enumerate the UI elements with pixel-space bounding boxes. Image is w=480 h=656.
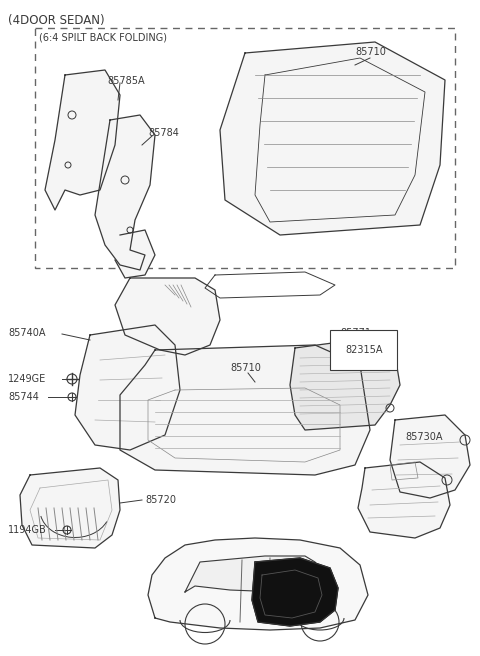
Polygon shape xyxy=(390,415,470,498)
Text: 85740A: 85740A xyxy=(8,328,46,338)
Text: 1194GB: 1194GB xyxy=(8,525,47,535)
Polygon shape xyxy=(185,556,330,592)
Polygon shape xyxy=(220,42,445,235)
Text: 1249GE: 1249GE xyxy=(8,374,46,384)
Text: 85771: 85771 xyxy=(340,328,371,338)
Polygon shape xyxy=(115,278,220,355)
Polygon shape xyxy=(358,462,450,538)
Text: (4DOOR SEDAN): (4DOOR SEDAN) xyxy=(8,14,105,27)
Text: 82315A: 82315A xyxy=(345,345,383,355)
Polygon shape xyxy=(290,338,400,430)
Polygon shape xyxy=(95,115,155,270)
Text: 85720: 85720 xyxy=(145,495,176,505)
Polygon shape xyxy=(252,558,338,626)
Polygon shape xyxy=(20,468,120,548)
Polygon shape xyxy=(148,538,368,630)
Text: 85730A: 85730A xyxy=(405,432,443,442)
Polygon shape xyxy=(75,325,180,450)
Polygon shape xyxy=(115,230,155,278)
Text: 85710: 85710 xyxy=(230,363,261,373)
Text: 85785A: 85785A xyxy=(107,76,144,86)
Text: 85710: 85710 xyxy=(355,47,386,57)
Polygon shape xyxy=(120,345,370,475)
Text: (6:4 SPILT BACK FOLDING): (6:4 SPILT BACK FOLDING) xyxy=(39,32,167,42)
Text: 85744: 85744 xyxy=(8,392,39,402)
Text: 85784: 85784 xyxy=(148,128,179,138)
Polygon shape xyxy=(45,70,120,210)
